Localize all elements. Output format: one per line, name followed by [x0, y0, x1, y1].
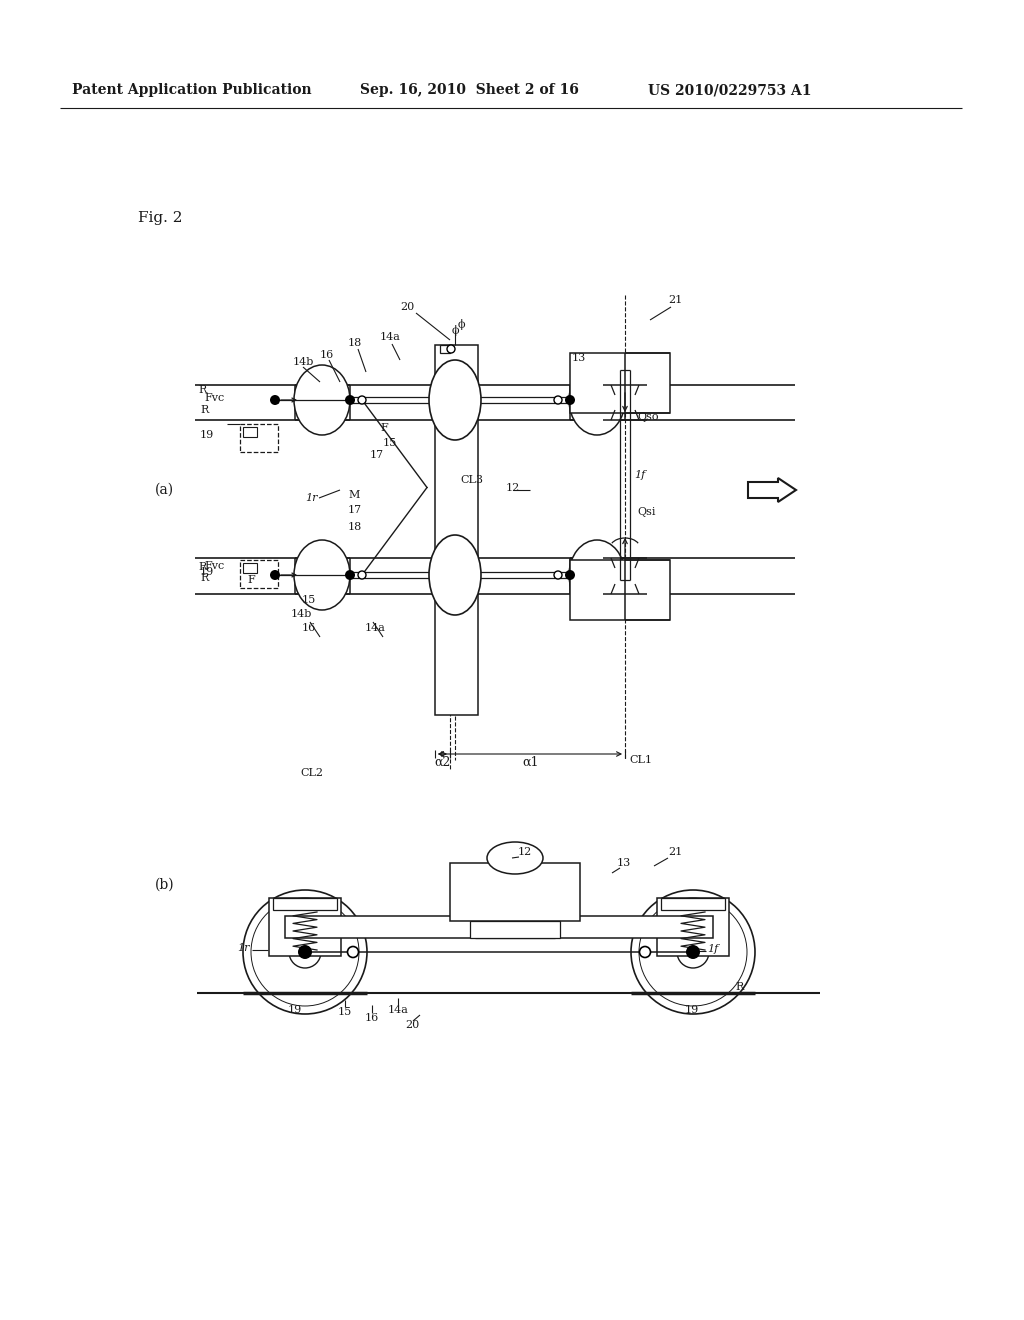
Text: 14a: 14a — [365, 623, 386, 634]
Circle shape — [345, 570, 355, 579]
Circle shape — [565, 395, 575, 405]
Bar — [240, 560, 278, 587]
Circle shape — [554, 396, 562, 404]
Text: Fvc: Fvc — [204, 393, 224, 403]
Text: 18: 18 — [348, 338, 362, 348]
Text: 12: 12 — [506, 483, 520, 492]
Text: 17: 17 — [348, 506, 362, 515]
Circle shape — [639, 898, 746, 1006]
Bar — [440, 345, 450, 352]
Bar — [243, 426, 257, 437]
Text: 17: 17 — [370, 450, 384, 459]
Text: R: R — [200, 405, 208, 414]
Text: Qsi: Qsi — [637, 507, 655, 517]
Circle shape — [554, 572, 562, 579]
Text: 14b: 14b — [293, 356, 314, 367]
Text: 21: 21 — [668, 294, 682, 305]
Text: Fvc: Fvc — [204, 561, 224, 572]
Text: R: R — [198, 385, 206, 395]
Bar — [269, 898, 341, 956]
Text: Sep. 16, 2010  Sheet 2 of 16: Sep. 16, 2010 Sheet 2 of 16 — [360, 83, 579, 96]
Circle shape — [358, 572, 366, 579]
Text: R: R — [200, 573, 208, 583]
Text: Patent Application Publication: Patent Application Publication — [72, 83, 311, 96]
Text: 14a: 14a — [380, 333, 400, 342]
Text: α1: α1 — [522, 755, 539, 768]
Circle shape — [358, 396, 366, 404]
Text: 15: 15 — [383, 438, 397, 447]
Circle shape — [565, 570, 575, 579]
Bar — [243, 564, 257, 573]
Ellipse shape — [569, 540, 625, 610]
Text: 15: 15 — [338, 1007, 352, 1016]
Text: R: R — [198, 562, 206, 572]
Text: 21: 21 — [668, 847, 682, 857]
Text: 13: 13 — [617, 858, 631, 869]
Text: US 2010/0229753 A1: US 2010/0229753 A1 — [648, 83, 811, 96]
Circle shape — [640, 946, 650, 957]
Text: 1f: 1f — [634, 470, 645, 480]
Text: 19: 19 — [200, 568, 214, 577]
Text: 1r: 1r — [237, 942, 250, 953]
Text: 14b: 14b — [291, 609, 312, 619]
Circle shape — [677, 936, 709, 968]
Text: α2: α2 — [434, 755, 451, 768]
Text: (b): (b) — [155, 878, 175, 892]
Text: F: F — [380, 422, 388, 433]
Text: 19: 19 — [288, 1005, 302, 1015]
Text: 14a: 14a — [387, 1005, 409, 1015]
Text: CL2: CL2 — [300, 768, 323, 777]
Ellipse shape — [294, 540, 350, 610]
Bar — [470, 921, 560, 939]
Text: CL3: CL3 — [460, 475, 483, 484]
Ellipse shape — [429, 535, 481, 615]
Text: R: R — [735, 982, 743, 993]
Circle shape — [270, 570, 280, 579]
Circle shape — [631, 890, 755, 1014]
Text: 16: 16 — [302, 623, 316, 634]
Text: Fig. 2: Fig. 2 — [138, 211, 182, 224]
Circle shape — [347, 946, 358, 957]
Circle shape — [289, 936, 321, 968]
Bar — [285, 916, 713, 939]
Bar — [570, 352, 670, 413]
Ellipse shape — [429, 360, 481, 440]
Text: M: M — [348, 490, 359, 500]
Text: ϕ: ϕ — [452, 325, 460, 335]
Circle shape — [686, 945, 700, 960]
Text: (a): (a) — [155, 483, 174, 498]
Ellipse shape — [294, 366, 350, 436]
Bar — [570, 560, 670, 620]
Text: F: F — [247, 576, 255, 585]
Text: 20: 20 — [400, 302, 415, 312]
Circle shape — [251, 898, 359, 1006]
Circle shape — [298, 945, 312, 960]
Circle shape — [447, 345, 455, 352]
Text: ϕ: ϕ — [458, 319, 466, 330]
Bar — [450, 863, 580, 921]
Text: 18: 18 — [348, 521, 362, 532]
Text: 12: 12 — [518, 847, 532, 857]
Bar — [273, 898, 337, 909]
Bar — [240, 424, 278, 451]
Text: 1r: 1r — [305, 492, 317, 503]
Text: 19: 19 — [200, 430, 214, 440]
Circle shape — [270, 395, 280, 405]
Text: 20: 20 — [406, 1020, 419, 1030]
Text: CL1: CL1 — [629, 755, 652, 766]
Text: 15: 15 — [302, 595, 316, 605]
Text: 19: 19 — [685, 1005, 699, 1015]
Bar — [435, 345, 478, 715]
Text: 16: 16 — [319, 350, 334, 360]
Text: 16: 16 — [365, 1012, 379, 1023]
Bar — [662, 898, 725, 909]
Bar — [657, 898, 729, 956]
Text: Qso: Qso — [637, 412, 658, 422]
Ellipse shape — [569, 366, 625, 436]
Circle shape — [345, 395, 355, 405]
Ellipse shape — [487, 842, 543, 874]
Circle shape — [243, 890, 367, 1014]
Text: 1f: 1f — [707, 944, 718, 954]
Text: 13: 13 — [572, 352, 587, 363]
